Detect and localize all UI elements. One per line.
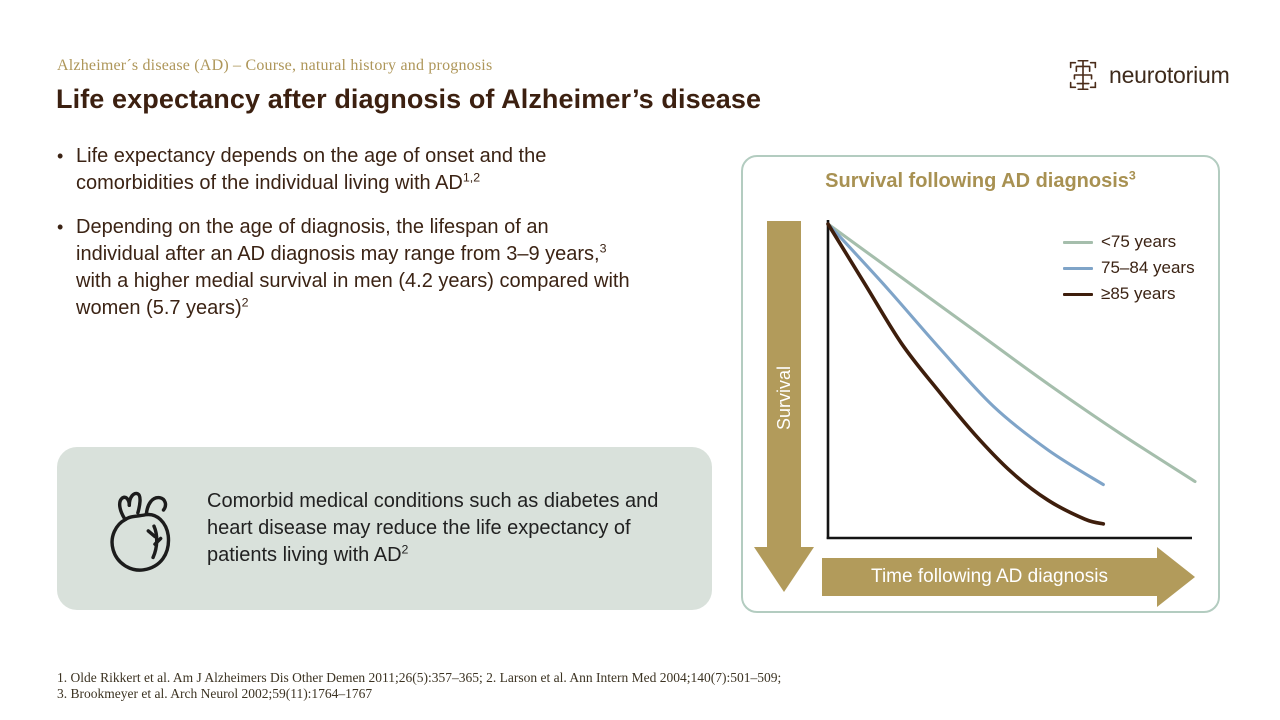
survival-axis-arrow: Survival [767, 221, 801, 547]
bullet-item-2: Depending on the age of diagnosis, the l… [57, 214, 632, 322]
neurotorium-logo: neurotorium [1064, 56, 1230, 94]
legend-item: <75 years [1063, 229, 1195, 255]
anatomical-heart-icon [110, 491, 171, 572]
x-axis-label: Time following AD diagnosis [871, 566, 1108, 587]
legend-label: ≥85 years [1101, 284, 1176, 303]
legend-item: ≥85 years [1063, 281, 1195, 307]
reference-line: 3. Brookmeyer et al. Arch Neurol 2002;59… [57, 686, 373, 701]
chart-title: Survival following AD diagnosis3 [825, 168, 1136, 192]
callout-text: Comorbid medical conditions such as diab… [207, 490, 659, 566]
survival-curve [826, 222, 1105, 487]
legend-label: 75–84 years [1101, 258, 1195, 277]
time-axis-arrow: Time following AD diagnosis [822, 558, 1157, 596]
chart-panel: Survival following AD diagnosis3 <75 yea… [741, 155, 1220, 613]
logo-text: neurotorium [1109, 61, 1230, 88]
plot-svg [826, 220, 1197, 540]
legend-swatch [1063, 266, 1093, 270]
legend-label: <75 years [1101, 232, 1177, 251]
y-axis-label: Survival [773, 365, 794, 431]
legend-swatch [1063, 240, 1093, 244]
survival-curve [826, 222, 1106, 526]
page-title: Life expectancy after diagnosis of Alzhe… [56, 84, 762, 114]
bullet-list: Life expectancy depends on the age of on… [57, 143, 632, 339]
reference-line: 1. Olde Rikkert et al. Am J Alzheimers D… [57, 670, 782, 685]
chart-legend: <75 years 75–84 years ≥85 years [1063, 229, 1195, 307]
legend-item: 75–84 years [1063, 255, 1195, 281]
references: 1. Olde Rikkert et al. Am J Alzheimers D… [57, 670, 781, 702]
brain-logo-icon [1069, 59, 1097, 91]
bullet-item-1: Life expectancy depends on the age of on… [57, 143, 632, 197]
survival-curve [826, 222, 1197, 484]
eyebrow-text: Alzheimer´s disease (AD) – Course, natur… [57, 57, 493, 74]
legend-swatch [1063, 292, 1093, 296]
callout-box: Comorbid medical conditions such as diab… [57, 447, 712, 610]
